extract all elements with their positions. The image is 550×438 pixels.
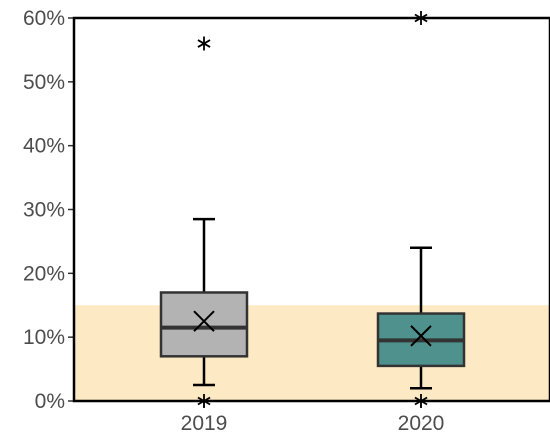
box-group-2020 [376, 11, 466, 408]
y-tick-label: 10% [23, 326, 65, 349]
mean-marker [410, 325, 432, 347]
mean-marker [193, 310, 215, 332]
y-axis-ticks: 0% 10% 20% 30% 40% 50% 60% [23, 7, 74, 413]
y-tick-label: 60% [23, 7, 65, 30]
y-tick-label: 20% [23, 262, 65, 285]
outlier-point [197, 36, 211, 51]
y-tick-label: 30% [23, 199, 65, 222]
y-tick-label: 50% [23, 71, 65, 94]
x-axis-ticks: 2019 2020 [181, 401, 445, 435]
iqr-box [159, 291, 249, 358]
y-tick-label: 40% [23, 135, 65, 158]
plot-frame [72, 16, 550, 403]
x-tick-label: 2020 [398, 412, 445, 435]
y-tick-label: 0% [35, 390, 65, 413]
reference-band [74, 305, 550, 401]
x-tick-label: 2019 [181, 412, 228, 435]
